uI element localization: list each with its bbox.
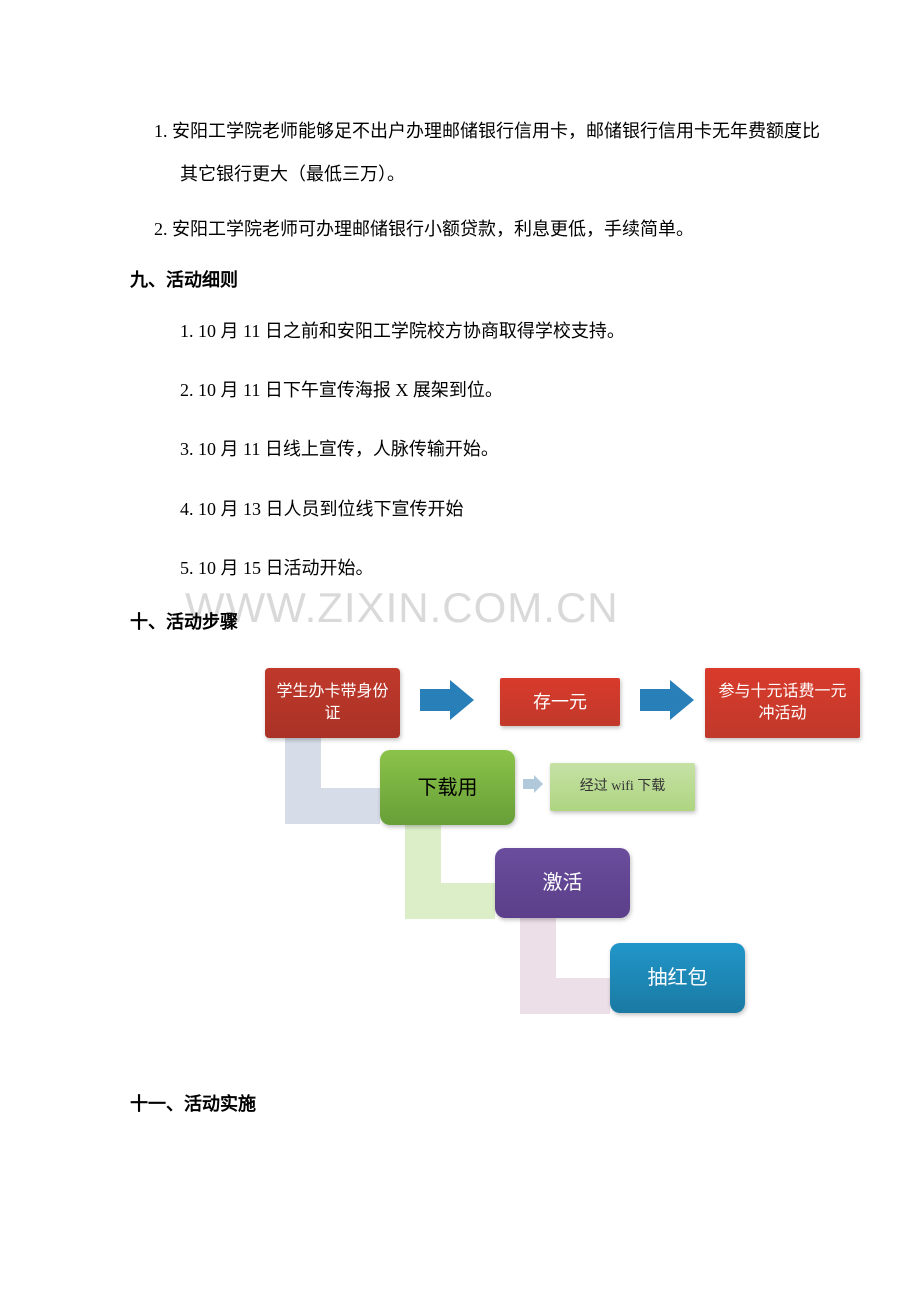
flowchart-node-n3: 参与十元话费一元冲活动 [705, 668, 860, 738]
section-9-item-3: 3. 10 月 11 日线上宣传，人脉传输开始。 [130, 428, 820, 471]
document-content: 1. 安阳工学院老师能够足不出户办理邮储银行信用卡，邮储银行信用卡无年费额度比其… [130, 110, 820, 1121]
section-11-heading: 十一、活动实施 [130, 1088, 820, 1120]
flowchart-arrow [640, 680, 695, 720]
flowchart-connector [285, 788, 380, 824]
flowchart-connector [520, 978, 610, 1014]
flowchart-node-n1: 学生办卡带身份证 [265, 668, 400, 738]
flowchart-node-n7: 抽红包 [610, 943, 745, 1013]
flowchart-connector [405, 883, 495, 919]
flowchart-arrow [420, 680, 475, 720]
flowchart-node-n5: 经过 wifi 下载 [550, 763, 695, 811]
section-9-item-2: 2. 10 月 11 日下午宣传海报 X 展架到位。 [130, 369, 820, 412]
list1-item-2: 2. 安阳工学院老师可办理邮储银行小额贷款，利息更低，手续简单。 [130, 208, 820, 251]
list1-item-1: 1. 安阳工学院老师能够足不出户办理邮储银行信用卡，邮储银行信用卡无年费额度比其… [130, 110, 820, 196]
flowchart-node-n4: 下载用 [380, 750, 515, 825]
flowchart-arrow [523, 775, 543, 793]
section-9-item-1: 1. 10 月 11 日之前和安阳工学院校方协商取得学校支持。 [130, 310, 820, 353]
section-9-item-4: 4. 10 月 13 日人员到位线下宣传开始 [130, 488, 820, 531]
section-9-heading: 九、活动细则 [130, 264, 820, 296]
flowchart-node-n2: 存一元 [500, 678, 620, 726]
flowchart-container: 学生办卡带身份证 存一元 参与十元话费一元冲活动下载用经过 wifi 下载激活抽红包 [240, 668, 920, 1048]
section-9-item-5: 5. 10 月 15 日活动开始。 [130, 547, 820, 590]
flowchart-node-n6: 激活 [495, 848, 630, 918]
section-10-heading: 十、活动步骤 [130, 606, 820, 638]
